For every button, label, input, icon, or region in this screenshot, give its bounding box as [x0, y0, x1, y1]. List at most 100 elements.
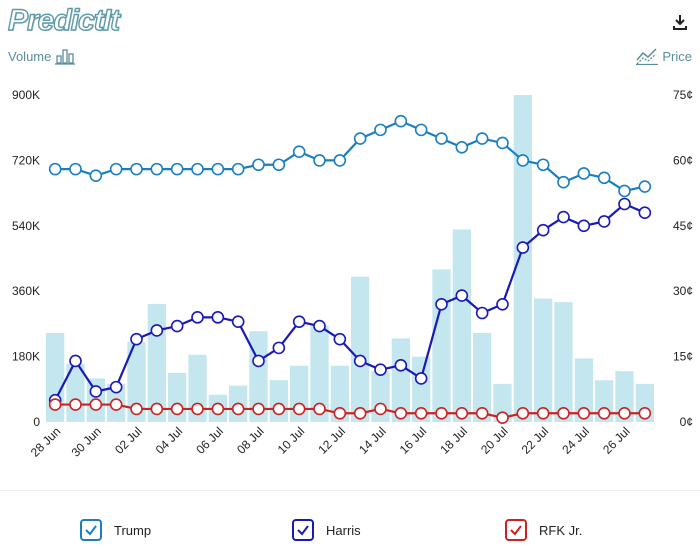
price-point: [536, 158, 550, 172]
volume-tick-label: 900K: [12, 88, 40, 102]
price-point: [394, 359, 408, 372]
price-point: [475, 406, 489, 420]
price-point: [516, 241, 530, 254]
volume-bar: [412, 356, 431, 422]
volume-axis: 0 180K 360K 540K 720K 900K: [12, 88, 40, 429]
checkmark-icon: [510, 525, 522, 536]
price-point: [414, 123, 428, 137]
price-point: [618, 184, 631, 198]
price-point: [211, 402, 225, 416]
price-point: [618, 197, 631, 211]
download-icon: [673, 15, 687, 30]
price-point: [414, 372, 428, 385]
price-point: [496, 411, 509, 424]
price-point: [272, 402, 286, 416]
download-button[interactable]: [670, 12, 690, 32]
price-point: [313, 402, 326, 416]
price-point: [557, 175, 570, 189]
legend-item-rfk-jr[interactable]: RFK Jr.: [505, 519, 582, 541]
price-point: [374, 123, 387, 137]
price-point: [516, 154, 530, 167]
price-point: [150, 402, 164, 416]
price-lines: [48, 114, 652, 424]
price-point: [557, 406, 570, 420]
price-point: [69, 354, 82, 368]
price-point: [516, 406, 530, 420]
date-tick-label: 28 Jun: [28, 424, 63, 459]
legend-item-harris[interactable]: Harris: [292, 519, 361, 541]
price-tick-label: 60¢: [673, 153, 693, 167]
price-point: [536, 223, 550, 237]
volume-bar: [574, 358, 593, 422]
price-tick-label: 30¢: [673, 284, 693, 298]
volume-bar: [473, 332, 492, 422]
price-point: [292, 315, 306, 329]
price-point: [496, 136, 509, 150]
price-point: [638, 180, 652, 193]
price-point: [211, 162, 225, 176]
price-point: [130, 402, 143, 416]
price-point: [455, 141, 469, 154]
price-point: [577, 167, 591, 180]
volume-bar: [432, 269, 451, 422]
volume-bar: [269, 380, 288, 422]
volume-tick-label: 540K: [12, 219, 40, 233]
price-line: [55, 119, 646, 193]
price-point: [475, 306, 489, 320]
date-tick-label: 14 Jul: [356, 424, 389, 457]
date-tick-label: 02 Jul: [112, 424, 145, 457]
price-point: [455, 289, 469, 302]
date-tick-label: 22 Jul: [519, 424, 552, 457]
price-point: [557, 210, 570, 224]
checkmark-icon: [85, 525, 97, 536]
price-tick-label: 75¢: [673, 88, 693, 102]
price-label: Price: [662, 48, 692, 64]
price-point: [597, 171, 611, 185]
price-point: [313, 319, 326, 333]
price-point: [353, 354, 367, 368]
price-point: [353, 406, 367, 420]
price-point: [333, 332, 347, 346]
volume-bar: [513, 95, 532, 422]
date-tick-label: 04 Jul: [153, 424, 186, 457]
price-point: [414, 406, 428, 420]
price-point: [150, 162, 164, 176]
line-chart-icon: [636, 48, 659, 65]
price-point: [252, 354, 265, 368]
price-point: [48, 398, 62, 411]
price-point: [638, 206, 652, 220]
price-point: [577, 219, 591, 233]
date-tick-label: 18 Jul: [437, 424, 470, 457]
harris-checkbox[interactable]: [292, 519, 314, 541]
price-point: [333, 154, 347, 167]
legend-label: Trump: [114, 522, 152, 538]
price-point: [109, 380, 123, 394]
legend-label: Harris: [326, 522, 361, 538]
volume-tick-label: 180K: [12, 350, 40, 364]
trump-checkbox[interactable]: [80, 519, 102, 541]
volume-bar: [493, 383, 512, 422]
volume-bar: [330, 365, 349, 422]
price-point: [231, 402, 245, 416]
date-tick-label: 16 Jul: [397, 424, 430, 457]
volume-bar: [310, 325, 329, 422]
price-point: [536, 406, 550, 420]
legend-item-trump[interactable]: Trump: [80, 519, 151, 541]
price-point: [313, 154, 326, 167]
price-toggle[interactable]: Price: [636, 47, 692, 65]
predictit-logo: PredictIt: [7, 3, 120, 37]
volume-toggle[interactable]: Volume: [8, 47, 76, 65]
rfk-jr-checkbox[interactable]: [505, 519, 527, 541]
checkmark-icon: [297, 525, 309, 536]
price-point: [638, 406, 652, 420]
volume-bar: [391, 338, 410, 422]
price-point: [69, 162, 82, 176]
price-point: [374, 402, 387, 416]
price-point: [496, 297, 509, 311]
volume-tick-label: 360K: [12, 284, 40, 298]
price-point: [231, 315, 245, 329]
volume-tick-label: 0: [33, 415, 40, 429]
price-axis: 0¢ 15¢ 30¢ 45¢ 60¢ 75¢: [673, 88, 693, 429]
price-point: [89, 398, 103, 411]
